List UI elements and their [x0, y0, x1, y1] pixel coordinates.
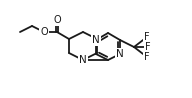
Text: O: O: [53, 15, 61, 25]
Text: O: O: [40, 27, 48, 37]
Text: F: F: [144, 32, 150, 42]
Text: N: N: [92, 35, 100, 45]
Text: N: N: [79, 55, 87, 65]
Text: N: N: [116, 49, 124, 59]
Text: F: F: [144, 52, 150, 62]
Text: F: F: [145, 42, 151, 52]
